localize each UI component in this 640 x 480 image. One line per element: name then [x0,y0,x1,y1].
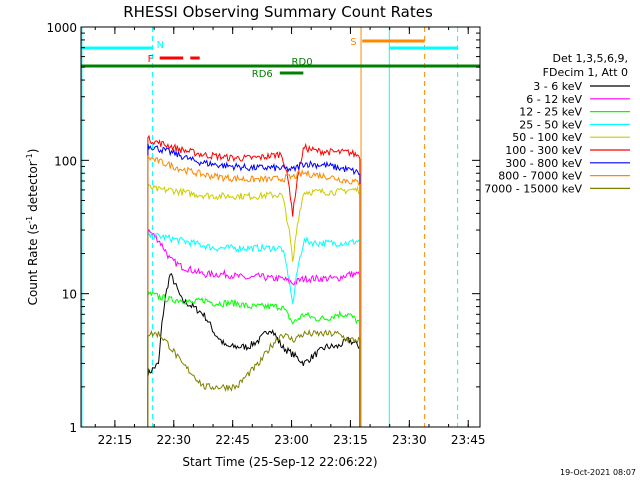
series-line-2 [147,290,361,427]
series-line-4 [147,184,361,427]
series-line-8 [147,328,361,427]
series-line-0 [147,272,361,427]
series-line-7 [147,155,361,427]
legend-label-0: 3 - 6 keV [533,80,582,93]
series-line-3 [147,231,361,427]
marker-label-f: F [148,54,154,65]
plot-area: NF RD0 RD6 S [81,27,480,427]
x-tick-label: 22:15 [98,433,133,447]
x-tick-label: 23:45 [451,433,486,447]
legend-label-3: 25 - 50 keV [519,118,582,131]
y-tick-label: 10 [62,288,77,302]
marker-label-s: S [350,37,356,48]
series-line-6 [147,143,361,427]
series-line-1 [147,228,361,427]
y-tick-label: 1 [69,421,77,435]
legend-label-5: 100 - 300 keV [505,144,582,157]
marker-label-rd0: RD0 [292,57,313,68]
legend: Det 1,3,5,6,9, FDecim 1, Att 0 3 - 6 keV… [484,52,630,195]
legend-header-line-1: Det 1,3,5,6,9, [552,52,628,65]
x-tick-label: 23:00 [274,433,309,447]
y-tick-label: 1000 [46,21,77,35]
plot-frame [80,26,481,428]
x-tick-label: 22:30 [156,433,191,447]
x-axis-label: Start Time (25-Sep-12 22:06:22) [182,455,377,469]
legend-label-6: 300 - 800 keV [505,157,582,170]
legend-label-7: 800 - 7000 keV [498,170,582,183]
x-tick-label: 23:15 [333,433,368,447]
legend-label-8: 7000 - 15000 keV [484,182,582,195]
legend-label-2: 12 - 25 keV [519,106,582,119]
legend-label-1: 6 - 12 keV [526,93,582,106]
marker-label-n: N [157,40,164,51]
legend-header-line-2: FDecim 1, Att 0 [543,66,628,79]
y-tick-label: 100 [54,154,77,168]
footer-date: 19-Oct-2021 08:07 [560,468,636,477]
x-tick-label: 23:30 [392,433,427,447]
y-axis-label: Count Rate (s-1 detector-1) [25,149,40,306]
marker-label-rd6: RD6 [252,69,273,80]
series-line-5 [147,134,361,427]
x-tick-label: 22:45 [215,433,250,447]
axes: 22:15 22:30 22:45 23:00 23:15 23:30 23:45 1 10 10… [46,21,485,447]
legend-label-4: 50 - 100 keV [512,131,582,144]
chart-title: RHESSI Observing Summary Count Rates [123,3,433,21]
